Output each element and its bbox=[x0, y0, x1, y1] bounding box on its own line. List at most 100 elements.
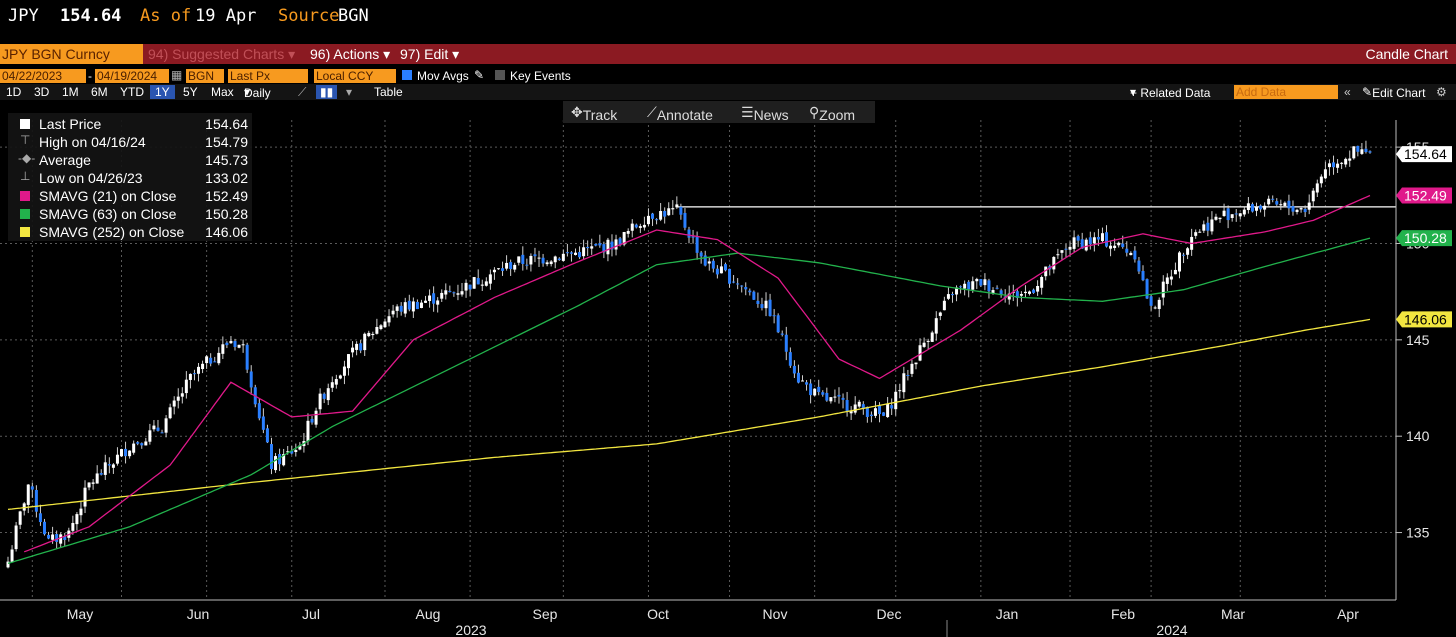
source-field[interactable]: BGN bbox=[186, 69, 224, 83]
x-month-label: Jan bbox=[996, 606, 1019, 622]
key-events-checkbox[interactable] bbox=[495, 70, 505, 80]
candle-up bbox=[549, 261, 553, 265]
y-tick-label: 140 bbox=[1406, 428, 1430, 444]
edit-menu[interactable]: 97) Edit ▾ bbox=[400, 46, 460, 62]
mov-avgs-label[interactable]: Mov Avgs bbox=[417, 69, 469, 83]
chart-type-label[interactable]: Candle Chart bbox=[1365, 46, 1449, 62]
key-events-label[interactable]: Key Events bbox=[510, 69, 571, 83]
candle-down bbox=[959, 286, 963, 288]
annotate-tool[interactable]: ⟋ Annotate bbox=[647, 104, 713, 123]
candle-up bbox=[561, 253, 565, 261]
period-6m[interactable]: 6M bbox=[91, 85, 108, 99]
candle-down bbox=[695, 235, 699, 253]
candle-down bbox=[533, 254, 537, 257]
period-5y[interactable]: 5Y bbox=[183, 85, 198, 99]
top-header: JPY 154.64 As of 19 Apr Source BGN bbox=[0, 0, 1456, 34]
candle-up bbox=[1019, 294, 1023, 296]
add-data-input[interactable]: Add Data bbox=[1234, 85, 1338, 99]
calendar-icon[interactable]: ▦ bbox=[171, 68, 183, 82]
actions-menu[interactable]: 96) Actions ▾ bbox=[310, 46, 391, 62]
candle-down bbox=[1076, 236, 1080, 241]
candle-down bbox=[817, 386, 821, 392]
candle-down bbox=[1015, 291, 1019, 298]
candle-down bbox=[1145, 279, 1149, 299]
candle-down bbox=[565, 252, 569, 254]
period-3d[interactable]: 3D bbox=[34, 85, 50, 99]
line-chart-icon[interactable]: ⟋ bbox=[298, 85, 307, 99]
candle-up bbox=[1161, 281, 1165, 298]
chart-style-dropdown-icon[interactable]: ▾ bbox=[346, 85, 353, 99]
candle-down bbox=[594, 243, 598, 246]
candle-up bbox=[342, 366, 346, 376]
security-field[interactable]: JPY BGN Curncy bbox=[0, 44, 143, 64]
collapse-icon[interactable]: « bbox=[1344, 85, 1351, 99]
candle-up bbox=[91, 482, 95, 484]
candle-down bbox=[760, 304, 764, 309]
related-data-label: + Related Data bbox=[1130, 86, 1211, 100]
mov-avgs-checkbox[interactable] bbox=[402, 70, 412, 80]
edit-chart-button[interactable]: ✎ Edit Chart bbox=[1362, 85, 1426, 100]
field-select[interactable]: Last Px bbox=[228, 69, 308, 83]
candle-up bbox=[148, 430, 152, 442]
candle-down bbox=[38, 513, 42, 523]
related-data-menu[interactable]: + Related Data ▾ bbox=[1130, 85, 1211, 100]
table-button[interactable]: Table bbox=[374, 85, 403, 99]
x-month-label: Sep bbox=[533, 606, 558, 622]
candle-up bbox=[1283, 202, 1287, 206]
candle-down bbox=[618, 238, 622, 246]
candle-down bbox=[359, 343, 363, 351]
end-date-field[interactable]: 04/19/2024 bbox=[95, 69, 169, 83]
x-month-label: Dec bbox=[877, 606, 902, 622]
candle-down bbox=[792, 365, 796, 374]
candle-down bbox=[63, 536, 67, 541]
candle-up bbox=[424, 300, 428, 303]
track-tool[interactable]: ✥ Track bbox=[571, 104, 618, 123]
period-ytd[interactable]: YTD bbox=[120, 85, 144, 99]
candle-down bbox=[34, 489, 38, 512]
candle-down bbox=[55, 534, 59, 542]
candle-up bbox=[894, 391, 898, 410]
candle-down bbox=[1250, 204, 1254, 212]
candle-down bbox=[999, 290, 1003, 296]
period-1m[interactable]: 1M bbox=[62, 85, 79, 99]
suggested-charts-menu[interactable]: 94) Suggested Charts ▾ bbox=[148, 46, 296, 62]
candle-up bbox=[460, 291, 464, 295]
candle-up bbox=[363, 333, 367, 351]
candle-up bbox=[930, 332, 934, 342]
candle-up bbox=[1007, 293, 1011, 300]
candle-up bbox=[59, 534, 63, 544]
candle-up bbox=[946, 294, 950, 299]
candle-down bbox=[509, 262, 513, 270]
candle-up bbox=[833, 396, 837, 398]
period-max[interactable]: Max bbox=[211, 85, 234, 99]
candle-up bbox=[590, 246, 594, 249]
candle-up bbox=[857, 401, 861, 407]
start-date-field[interactable]: 04/22/2023 bbox=[0, 69, 86, 83]
candle-down bbox=[1291, 206, 1295, 212]
candle-up bbox=[1230, 214, 1234, 218]
pencil-icon[interactable]: ✎ bbox=[474, 68, 485, 82]
candle-up bbox=[1194, 232, 1198, 236]
settings-gear-icon[interactable]: ⚙ bbox=[1436, 85, 1447, 99]
candle-chart[interactable]: 135140145150155 MayJunJulAugSepOctNovDec… bbox=[0, 100, 1456, 637]
period-1d[interactable]: 1D bbox=[6, 85, 22, 99]
sma63-value-label-bg bbox=[1396, 230, 1452, 247]
candle-down bbox=[602, 244, 606, 253]
periodicity-select[interactable]: Daily ▾ bbox=[244, 85, 271, 100]
x-month-label: Jun bbox=[187, 606, 210, 622]
last-price-label-bg bbox=[1396, 146, 1452, 163]
candle-up bbox=[513, 264, 517, 270]
bar-chart-icon[interactable]: ▮▮ bbox=[316, 85, 338, 99]
legend-average: -◆- Average 145.73 bbox=[8, 151, 252, 169]
candle-down bbox=[837, 394, 841, 397]
period-1y[interactable]: 1Y bbox=[150, 85, 175, 99]
currency-select[interactable]: Local CCY bbox=[314, 69, 396, 83]
x-month-label: May bbox=[67, 606, 93, 622]
candle-down bbox=[290, 450, 294, 454]
zoom-tool[interactable]: ⚲ Zoom bbox=[809, 104, 856, 123]
candle-up bbox=[10, 549, 14, 562]
candle-down bbox=[598, 243, 602, 246]
ticker-label: JPY bbox=[8, 6, 39, 26]
candle-up bbox=[922, 342, 926, 347]
news-tool[interactable]: ☰ News bbox=[741, 104, 789, 123]
